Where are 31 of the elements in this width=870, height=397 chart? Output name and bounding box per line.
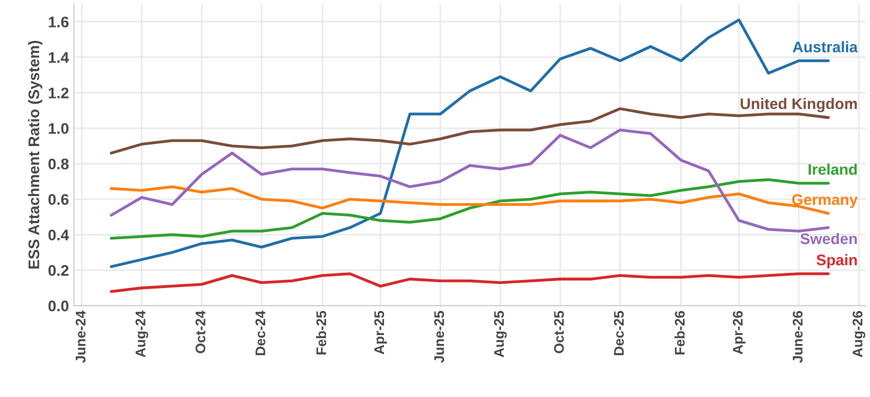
series-label: Germany <box>792 194 858 208</box>
x-tick-label: Aug-26 <box>852 311 866 358</box>
y-tick-label: 0.4 <box>48 230 70 240</box>
series-label: Spain <box>816 254 857 268</box>
x-tick-label: June-25 <box>434 310 444 363</box>
x-tick-label: Apr-25 <box>374 310 387 354</box>
x-tick-label: Aug-25 <box>494 310 507 358</box>
x-tick-label: Oct-25 <box>554 310 564 354</box>
x-tick-label: Apr-26 <box>732 311 746 354</box>
y-tick-label: 1.4 <box>48 52 70 63</box>
series-label: Sweden <box>800 232 857 244</box>
y-tick-label: 0.2 <box>48 265 68 276</box>
line-series <box>110 272 830 293</box>
x-tick-label: Aug-24 <box>136 310 148 358</box>
y-tick-label: 0.8 <box>48 158 69 170</box>
x-tick-label: June-26 <box>792 311 803 363</box>
series-label: Australia <box>792 41 858 52</box>
y-tick-label: 0.6 <box>48 194 69 205</box>
y-tick-label: 1.0 <box>48 123 68 134</box>
x-tick-label: Dec-24 <box>255 310 266 356</box>
y-tick-label: 1.6 <box>48 16 69 28</box>
y-axis-title: ESS Attachment Ratio (System) <box>28 40 42 269</box>
x-tick-label: June-24 <box>76 310 86 363</box>
x-tick-label: Feb-25 <box>316 310 326 354</box>
series-label: United Kingdom <box>740 98 857 112</box>
x-tick-label: Dec-25 <box>614 310 624 356</box>
x-tick-label: Oct-24 <box>196 310 206 354</box>
series-label: Ireland <box>808 164 857 175</box>
y-tick-label: 0.0 <box>48 300 68 312</box>
x-tick-label: Feb-26 <box>674 311 685 354</box>
y-tick-label: 1.2 <box>48 88 68 98</box>
